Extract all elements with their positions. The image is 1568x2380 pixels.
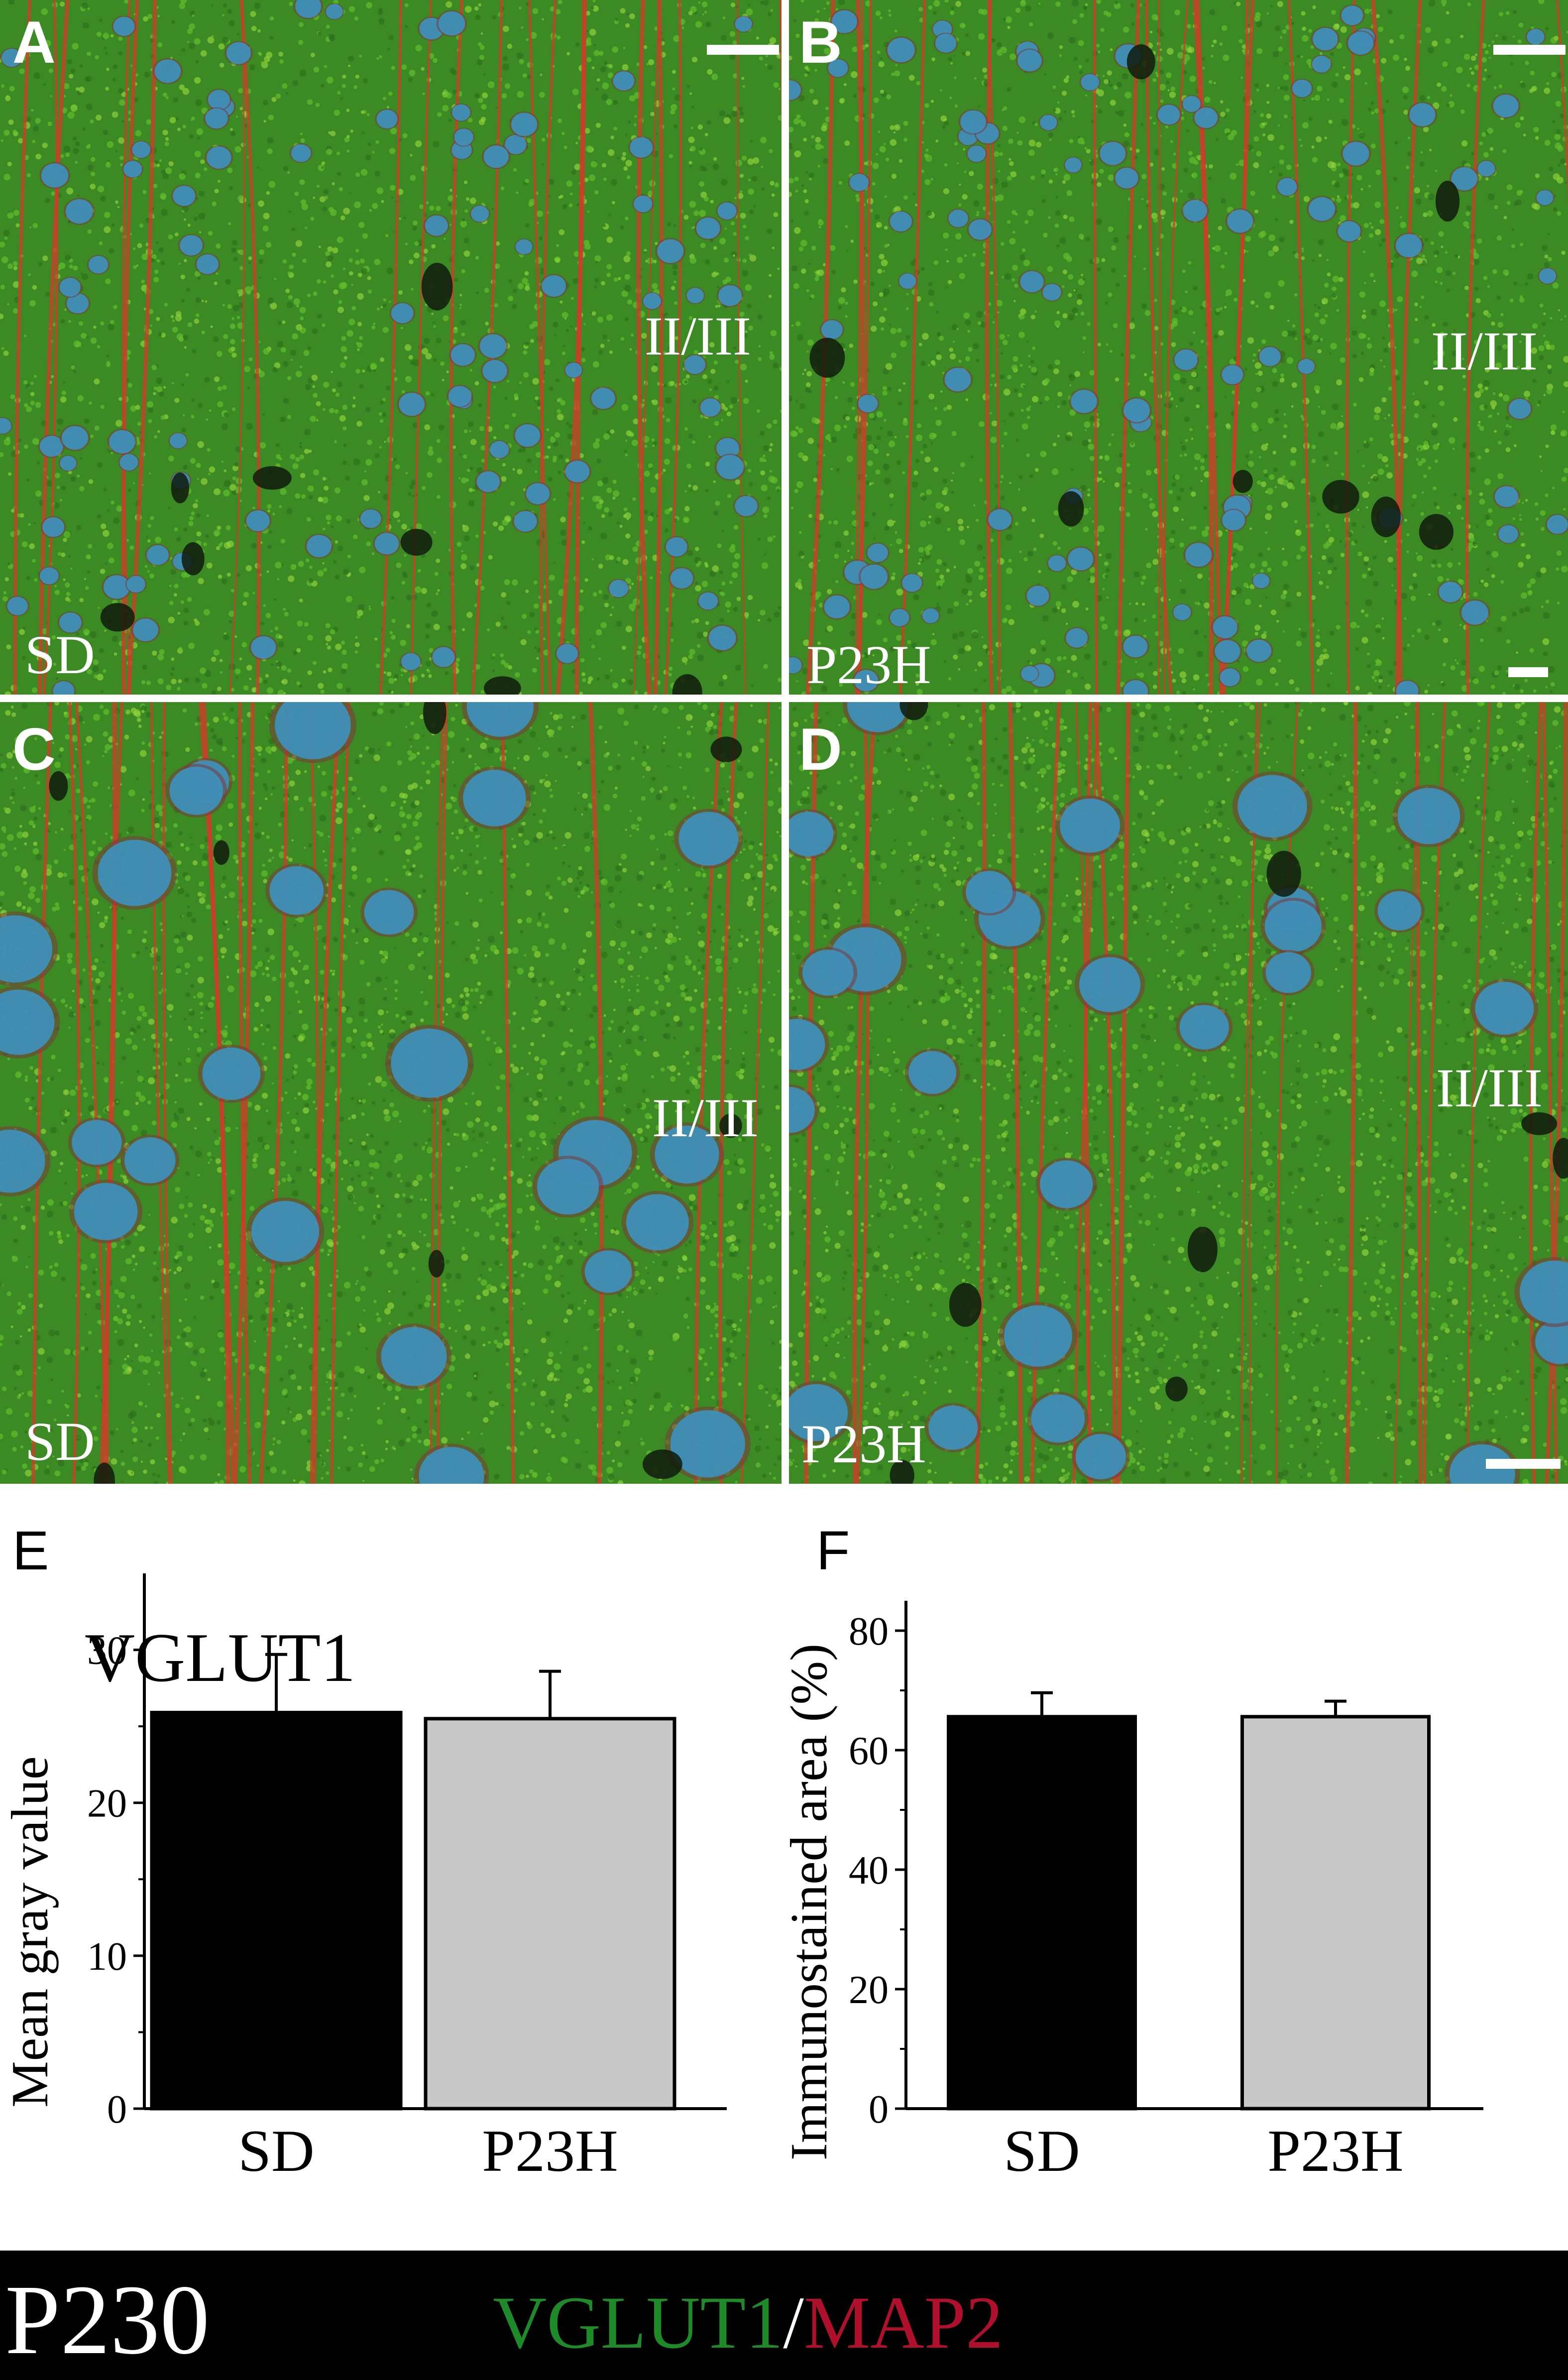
nuclei <box>0 702 751 1484</box>
panel-letter-a: A <box>12 9 56 76</box>
y-tick-label: 30 <box>87 1629 127 1673</box>
x-category-label: P23H <box>1267 2118 1403 2184</box>
micrograph-c-texture <box>0 702 782 1484</box>
scale-bar-d <box>1486 1459 1561 1469</box>
marker-green-label: VGLUT1 <box>493 2281 784 2364</box>
bar-sd <box>947 1715 1137 2111</box>
layer-label-d: II/III <box>1436 1058 1543 1118</box>
y-tick-label: 0 <box>107 2088 127 2132</box>
chart-title: VGLUT1 <box>85 1619 356 1696</box>
x-category-label: SD <box>1004 2118 1080 2184</box>
condition-label-d: P23H <box>801 1414 926 1474</box>
scale-bar-a <box>707 45 779 55</box>
marker-separator: / <box>783 2281 804 2364</box>
x-category-label: P23H <box>482 2118 618 2184</box>
marker-legend: VGLUT1/MAP2 <box>493 2285 1003 2360</box>
panel-letter-b: B <box>799 9 842 76</box>
panel-letter-c: C <box>12 716 56 783</box>
condition-label-a: SD <box>25 624 95 685</box>
y-axis-label: Immunostained area (%) <box>786 1644 838 2160</box>
bar-sd <box>150 1711 403 2111</box>
condition-label-c: SD <box>25 1411 95 1472</box>
y-tick-label: 10 <box>87 1935 127 1979</box>
scale-bar-b-bottom <box>1508 667 1548 677</box>
timepoint-label: P230 <box>5 2265 210 2375</box>
layer-label-c: II/III <box>652 1087 759 1148</box>
micrograph-panel-b: B II/III P23H <box>789 0 1568 695</box>
nuclei <box>0 0 760 695</box>
micrograph-b-texture <box>789 0 1568 695</box>
bar-chart-f: 0 20 40 60 80 SD P23H Immunostained area (%) <box>786 1601 1483 2184</box>
y-axis-label: Mean gray value <box>0 1756 59 2108</box>
speckle-texture <box>789 0 1568 695</box>
micrograph-panel-a: A II/III SD <box>0 0 782 695</box>
marker-red-label: MAP2 <box>803 2281 1004 2364</box>
y-tick-label: 40 <box>849 1849 889 1893</box>
micrograph-a-texture <box>0 0 782 695</box>
panel-letter-d: D <box>799 716 842 783</box>
bar-chart-e: 0 10 20 30 SD P23H Mean gray value <box>0 1573 727 2184</box>
condition-label-b: P23H <box>806 634 931 695</box>
dendrite-fibers <box>805 0 1568 695</box>
micrograph-panel-d: D II/III P23H <box>789 702 1568 1484</box>
layer-label-a: II/III <box>645 306 751 366</box>
micrograph-panel-c: C II/III SD <box>0 702 782 1484</box>
y-tick-label: 60 <box>849 1729 889 1773</box>
chart-letter-e: E <box>12 1520 49 1581</box>
figure-footer: P230 VGLUT1/MAP2 <box>0 2251 1568 2380</box>
bar-p23h <box>1240 1715 1431 2111</box>
micrograph-d-texture <box>789 702 1568 1484</box>
chart-letter-f: F <box>816 1520 850 1581</box>
y-tick-label: 80 <box>849 1610 889 1654</box>
bar-p23h <box>424 1717 676 2111</box>
x-category-label: SD <box>238 2118 314 2184</box>
y-tick-label: 20 <box>87 1782 127 1826</box>
scale-bar-b <box>1493 45 1566 55</box>
layer-label-b: II/III <box>1431 321 1538 381</box>
y-tick-label: 20 <box>849 1968 889 2012</box>
nuclei <box>789 702 1568 1484</box>
y-tick-label: 0 <box>869 2088 889 2132</box>
